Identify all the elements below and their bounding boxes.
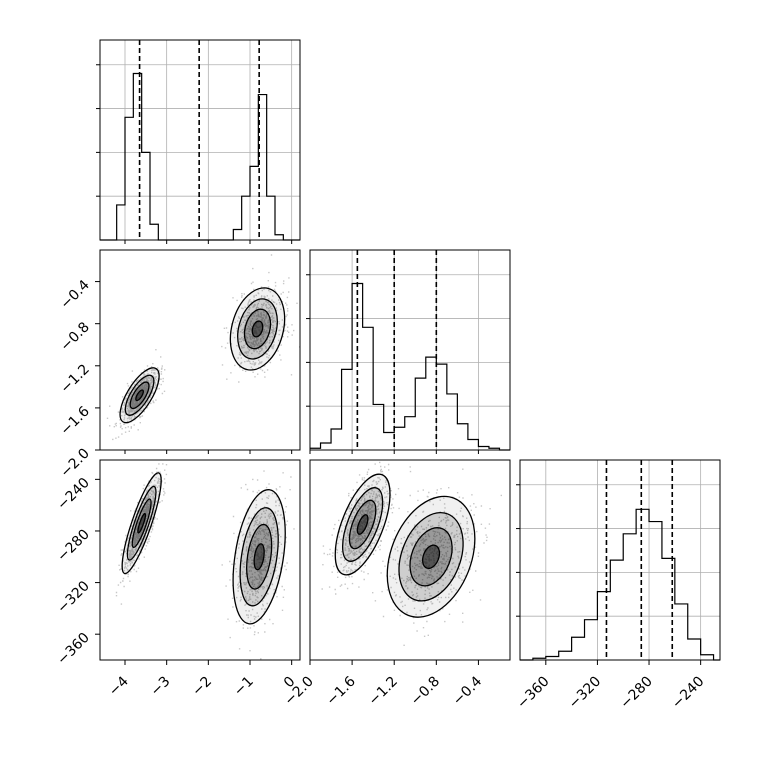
panel-2-density-0-1: [342, 487, 383, 562]
xaxis-0-tick-label-3: −1: [231, 674, 257, 700]
panel-2-cloud: [321, 461, 502, 646]
panel-2-density-1-1: [399, 512, 464, 601]
panel-0-contour-0-1: [124, 374, 155, 416]
yaxis-2-tick-label-1: −320: [54, 578, 93, 617]
panel-1-density-0-2: [132, 499, 152, 548]
panel-1-frame: [99, 459, 301, 661]
panel-2-contour-1-3: [421, 544, 441, 570]
panel-2-density-1-0: [387, 496, 475, 618]
panel-2-contour-0-3: [356, 514, 369, 535]
yaxis-2-tick-label-0: −360: [54, 630, 93, 669]
panel-2-contour-0-1: [341, 487, 384, 562]
panel-2-density-0-3: [357, 514, 368, 535]
panel-0-density-1-0: [230, 287, 285, 370]
panel-0-contour-0-0: [119, 367, 160, 424]
panel-0-cloud: [106, 254, 300, 441]
panel-1-density-0-0: [122, 472, 162, 574]
panel-0-density-0-1: [125, 375, 154, 416]
panel-2-density-1-2: [409, 527, 453, 586]
hist-1-frame: [309, 249, 511, 451]
xaxis-2-tick-label-3: −240: [669, 674, 708, 713]
panel-2-contour-1-2: [409, 527, 453, 587]
yaxis-1-tick-label-1: −1.6: [57, 403, 92, 438]
panel-2-contour-0-2: [348, 499, 377, 550]
hist-0-steps: [100, 72, 300, 241]
panel-1-contour-1-2: [246, 523, 273, 590]
panel-1-density-1-0: [233, 489, 286, 624]
panel-0-samples-0: [106, 349, 166, 441]
yaxis-1-tick-label-2: −1.2: [57, 361, 92, 396]
panel-1-contours: [121, 472, 286, 625]
panel-2-contour-1-1: [398, 511, 464, 602]
panel-0-density-0-2: [130, 382, 149, 409]
hist-1-steps: [310, 282, 510, 451]
yaxis-2-tick-label-2: −280: [54, 526, 93, 565]
panel-1-contour-0-0: [121, 472, 162, 575]
xaxis-1-tick-label-4: −0.4: [450, 673, 485, 708]
panel-0-contour-1-0: [229, 287, 286, 371]
panel-0-contour-0-3: [135, 389, 144, 402]
panel-2-samples-0: [321, 461, 412, 595]
xaxis-0-tick-label-0: −4: [106, 673, 132, 699]
xaxis-2-tick-label-0: −360: [514, 674, 553, 713]
yaxis-1-tick-label-3: −0.8: [57, 319, 92, 354]
panel-1-cloud: [115, 463, 295, 660]
xaxis-1-tick-label-2: −1.2: [366, 674, 401, 709]
xaxis-0-tick-label-1: −3: [148, 674, 174, 700]
xaxis-1-tick-label-3: −0.8: [408, 674, 443, 709]
panel-1-samples-0: [115, 463, 168, 605]
xaxis-0-tick-label-2: −2: [189, 674, 215, 700]
yaxis-1-tick-label-4: −0.4: [57, 277, 92, 312]
panel-2-contours: [334, 473, 476, 618]
panel-0-density-0-3: [135, 389, 144, 401]
panel-0-density-1-2: [244, 309, 271, 349]
panel-0-frame: [99, 249, 301, 451]
panel-2-contour-0-0: [334, 473, 391, 576]
panel-2-density-0-2: [349, 500, 376, 549]
panel-1-contour-0-2: [131, 498, 152, 549]
panel-1-density-1-2: [246, 524, 272, 590]
panel-0-contour-1-2: [243, 308, 272, 350]
panel-1-density-1-3: [254, 543, 265, 570]
panel-0-contour-1-3: [251, 320, 264, 338]
panel-2-frame: [309, 459, 511, 661]
xaxis-2-tick-label-1: −320: [566, 674, 605, 713]
panel-0-density-1-1: [237, 298, 278, 359]
panel-1-density-0-1: [127, 486, 156, 561]
hist-2-steps: [520, 508, 720, 661]
hist-0-frame: [99, 39, 301, 241]
panel-1-density-1-1: [240, 507, 279, 606]
xaxis-2-tick-label-2: −280: [617, 674, 656, 713]
panel-2-density-0-0: [335, 474, 391, 575]
xaxis-1-tick-label-1: −1.6: [324, 673, 359, 708]
panel-1-contour-1-0: [232, 489, 286, 625]
panel-1-contour-0-3: [137, 512, 147, 534]
panel-2-density-1-3: [422, 545, 440, 569]
yaxis-2-tick-label-3: −240: [54, 475, 93, 514]
panel-0-density-1-3: [252, 321, 263, 337]
panel-0-contour-1-1: [237, 298, 278, 360]
hist-2-frame: [519, 459, 721, 661]
panel-0-density-0-0: [120, 367, 160, 423]
panel-0-contours: [119, 287, 286, 424]
panel-1-contour-0-1: [126, 485, 157, 561]
panel-0-contour-0-2: [129, 381, 150, 410]
panel-1-contour-1-3: [253, 543, 265, 571]
yaxis-1-tick-label-0: −2.0: [57, 446, 92, 481]
panel-2-contour-1-0: [386, 495, 476, 618]
panel-1-contour-1-1: [239, 507, 279, 607]
panel-1-density-0-3: [137, 513, 146, 533]
